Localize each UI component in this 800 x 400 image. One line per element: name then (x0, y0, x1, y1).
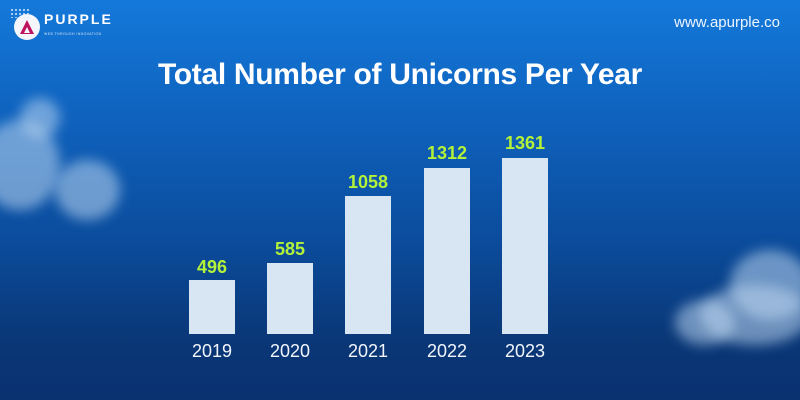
value-label: 1312 (426, 143, 468, 163)
category-label: 2019 (191, 341, 233, 361)
value-label: 1058 (347, 172, 389, 192)
value-label: 496 (196, 257, 228, 277)
category-label: 2020 (269, 341, 311, 361)
brand-logo[interactable]: PURPLE WEB THROUGH INNOVATION (10, 7, 113, 41)
category-label: 2023 (504, 341, 546, 361)
cloud-left (55, 160, 120, 220)
cloud-right (730, 250, 800, 320)
bar-2021 (345, 196, 391, 334)
bar-2019 (189, 280, 235, 334)
a-triangle-icon (20, 19, 34, 34)
bar-2022 (424, 168, 470, 334)
value-label: 1361 (504, 133, 546, 153)
brand-tagline: WEB THROUGH INNOVATION (44, 32, 102, 36)
bar-2023 (502, 158, 548, 334)
logo-mark-icon (10, 7, 40, 40)
category-label: 2021 (347, 341, 389, 361)
bar-2020 (267, 263, 313, 334)
brand-name: PURPLE WEB THROUGH INNOVATION (44, 12, 113, 41)
chart-title: Total Number of Unicorns Per Year (157, 58, 643, 91)
cloud-right (675, 300, 735, 345)
website-url[interactable]: www.apurple.co (674, 14, 780, 31)
value-label: 585 (274, 239, 306, 259)
category-label: 2022 (426, 341, 468, 361)
cloud-left (20, 98, 60, 138)
